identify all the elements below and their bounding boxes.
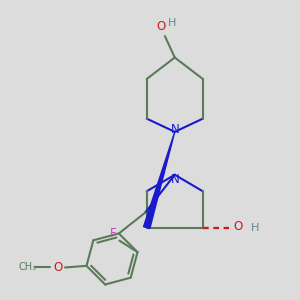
Text: F: F [110, 227, 117, 240]
Text: N: N [170, 173, 179, 186]
Text: N: N [170, 123, 179, 136]
Text: O: O [156, 20, 166, 33]
Text: O: O [234, 220, 243, 233]
Text: H: H [168, 18, 176, 28]
Text: O: O [53, 261, 62, 274]
Text: CH₃: CH₃ [19, 262, 37, 272]
Polygon shape [143, 132, 175, 229]
Text: H: H [250, 223, 259, 233]
